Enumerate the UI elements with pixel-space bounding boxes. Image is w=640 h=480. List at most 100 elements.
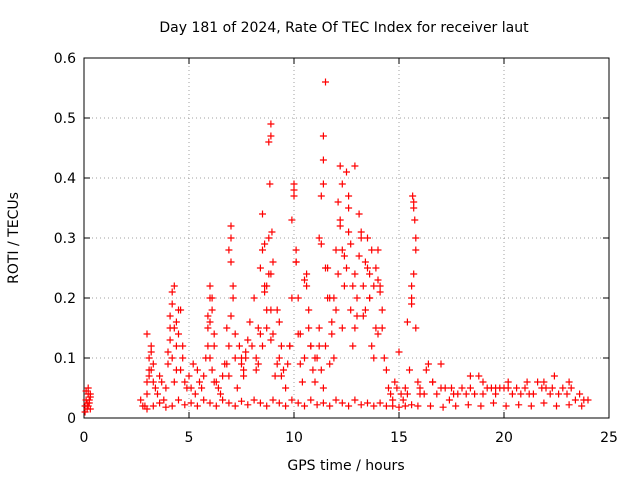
data-point [477, 402, 485, 410]
data-point [338, 246, 346, 254]
data-point [334, 270, 342, 278]
data-point [206, 318, 214, 326]
chart-title: Day 181 of 2024, Rate Of TEC Index for r… [159, 20, 529, 36]
data-point [271, 372, 279, 380]
data-point [403, 318, 411, 326]
data-point [227, 258, 235, 266]
data-point [238, 360, 245, 368]
data-point [345, 402, 353, 410]
data-point [490, 399, 497, 407]
data-point [179, 342, 187, 350]
data-points [81, 78, 592, 416]
data-point [292, 246, 300, 254]
data-point [364, 264, 371, 272]
data-point [267, 336, 275, 344]
data-point [250, 396, 258, 404]
data-point [143, 378, 151, 386]
data-point [382, 402, 390, 410]
data-point [223, 324, 231, 332]
data-point [256, 399, 264, 407]
data-point [265, 138, 273, 146]
data-point [225, 342, 233, 350]
data-point [351, 396, 359, 404]
data-point [326, 402, 334, 410]
data-point [317, 366, 325, 374]
data-point [374, 276, 382, 284]
data-point [475, 372, 483, 380]
data-point [137, 396, 145, 404]
data-point [330, 294, 338, 302]
data-point [208, 366, 216, 374]
data-point [437, 360, 445, 368]
data-point [254, 324, 262, 332]
data-point [233, 384, 241, 392]
data-point [349, 282, 357, 290]
data-point [259, 210, 266, 218]
data-point [332, 306, 340, 314]
data-point [158, 378, 166, 386]
data-point [326, 360, 334, 368]
data-point [343, 264, 350, 272]
data-point [81, 408, 89, 416]
data-point [357, 234, 365, 242]
data-point [214, 384, 222, 392]
data-point [191, 390, 199, 398]
data-point [189, 360, 197, 368]
data-point [166, 324, 174, 332]
data-point [466, 384, 474, 392]
data-point [275, 399, 283, 407]
data-point [389, 402, 397, 410]
data-point [357, 228, 365, 236]
data-point [315, 324, 323, 332]
data-point [508, 390, 516, 398]
data-point [301, 354, 308, 362]
data-point [345, 204, 353, 212]
data-point [288, 396, 296, 404]
data-point [147, 348, 155, 356]
data-point [288, 216, 296, 224]
data-point [334, 198, 342, 206]
data-point [368, 246, 376, 254]
data-point [143, 390, 151, 398]
data-point [319, 156, 327, 164]
data-point [206, 399, 214, 407]
data-point [513, 384, 521, 392]
data-point [286, 342, 294, 350]
data-point [353, 294, 361, 302]
data-point [227, 312, 235, 320]
data-point [527, 402, 535, 410]
data-point [571, 396, 579, 404]
data-point [357, 401, 365, 409]
data-point [521, 384, 529, 392]
axis-ticks: 0 5 10 15 20 25 0 0.1 0.2 0.3 0.4 0.5 0.6 [54, 51, 618, 446]
data-point [303, 270, 311, 278]
data-point [84, 384, 92, 392]
data-point [576, 390, 584, 398]
data-point [529, 390, 537, 398]
data-point [332, 246, 340, 254]
data-point [408, 294, 416, 302]
data-point [401, 384, 409, 392]
data-point [252, 366, 260, 374]
data-point [268, 228, 276, 236]
data-point [433, 390, 441, 398]
data-point [282, 402, 290, 410]
data-point [364, 399, 371, 407]
data-point [427, 402, 434, 410]
data-point [231, 330, 239, 338]
data-point [208, 306, 216, 314]
data-point [319, 132, 327, 140]
data-point [166, 312, 174, 320]
data-point [149, 360, 157, 368]
x-tick-label: 25 [600, 430, 618, 446]
data-point [301, 276, 308, 284]
data-point [368, 342, 376, 350]
data-point [256, 330, 264, 338]
data-point [414, 402, 422, 410]
data-point [204, 312, 212, 320]
data-point [372, 264, 380, 272]
data-point [181, 378, 189, 386]
data-point [322, 264, 329, 272]
data-point [340, 282, 348, 290]
data-point [445, 396, 453, 404]
